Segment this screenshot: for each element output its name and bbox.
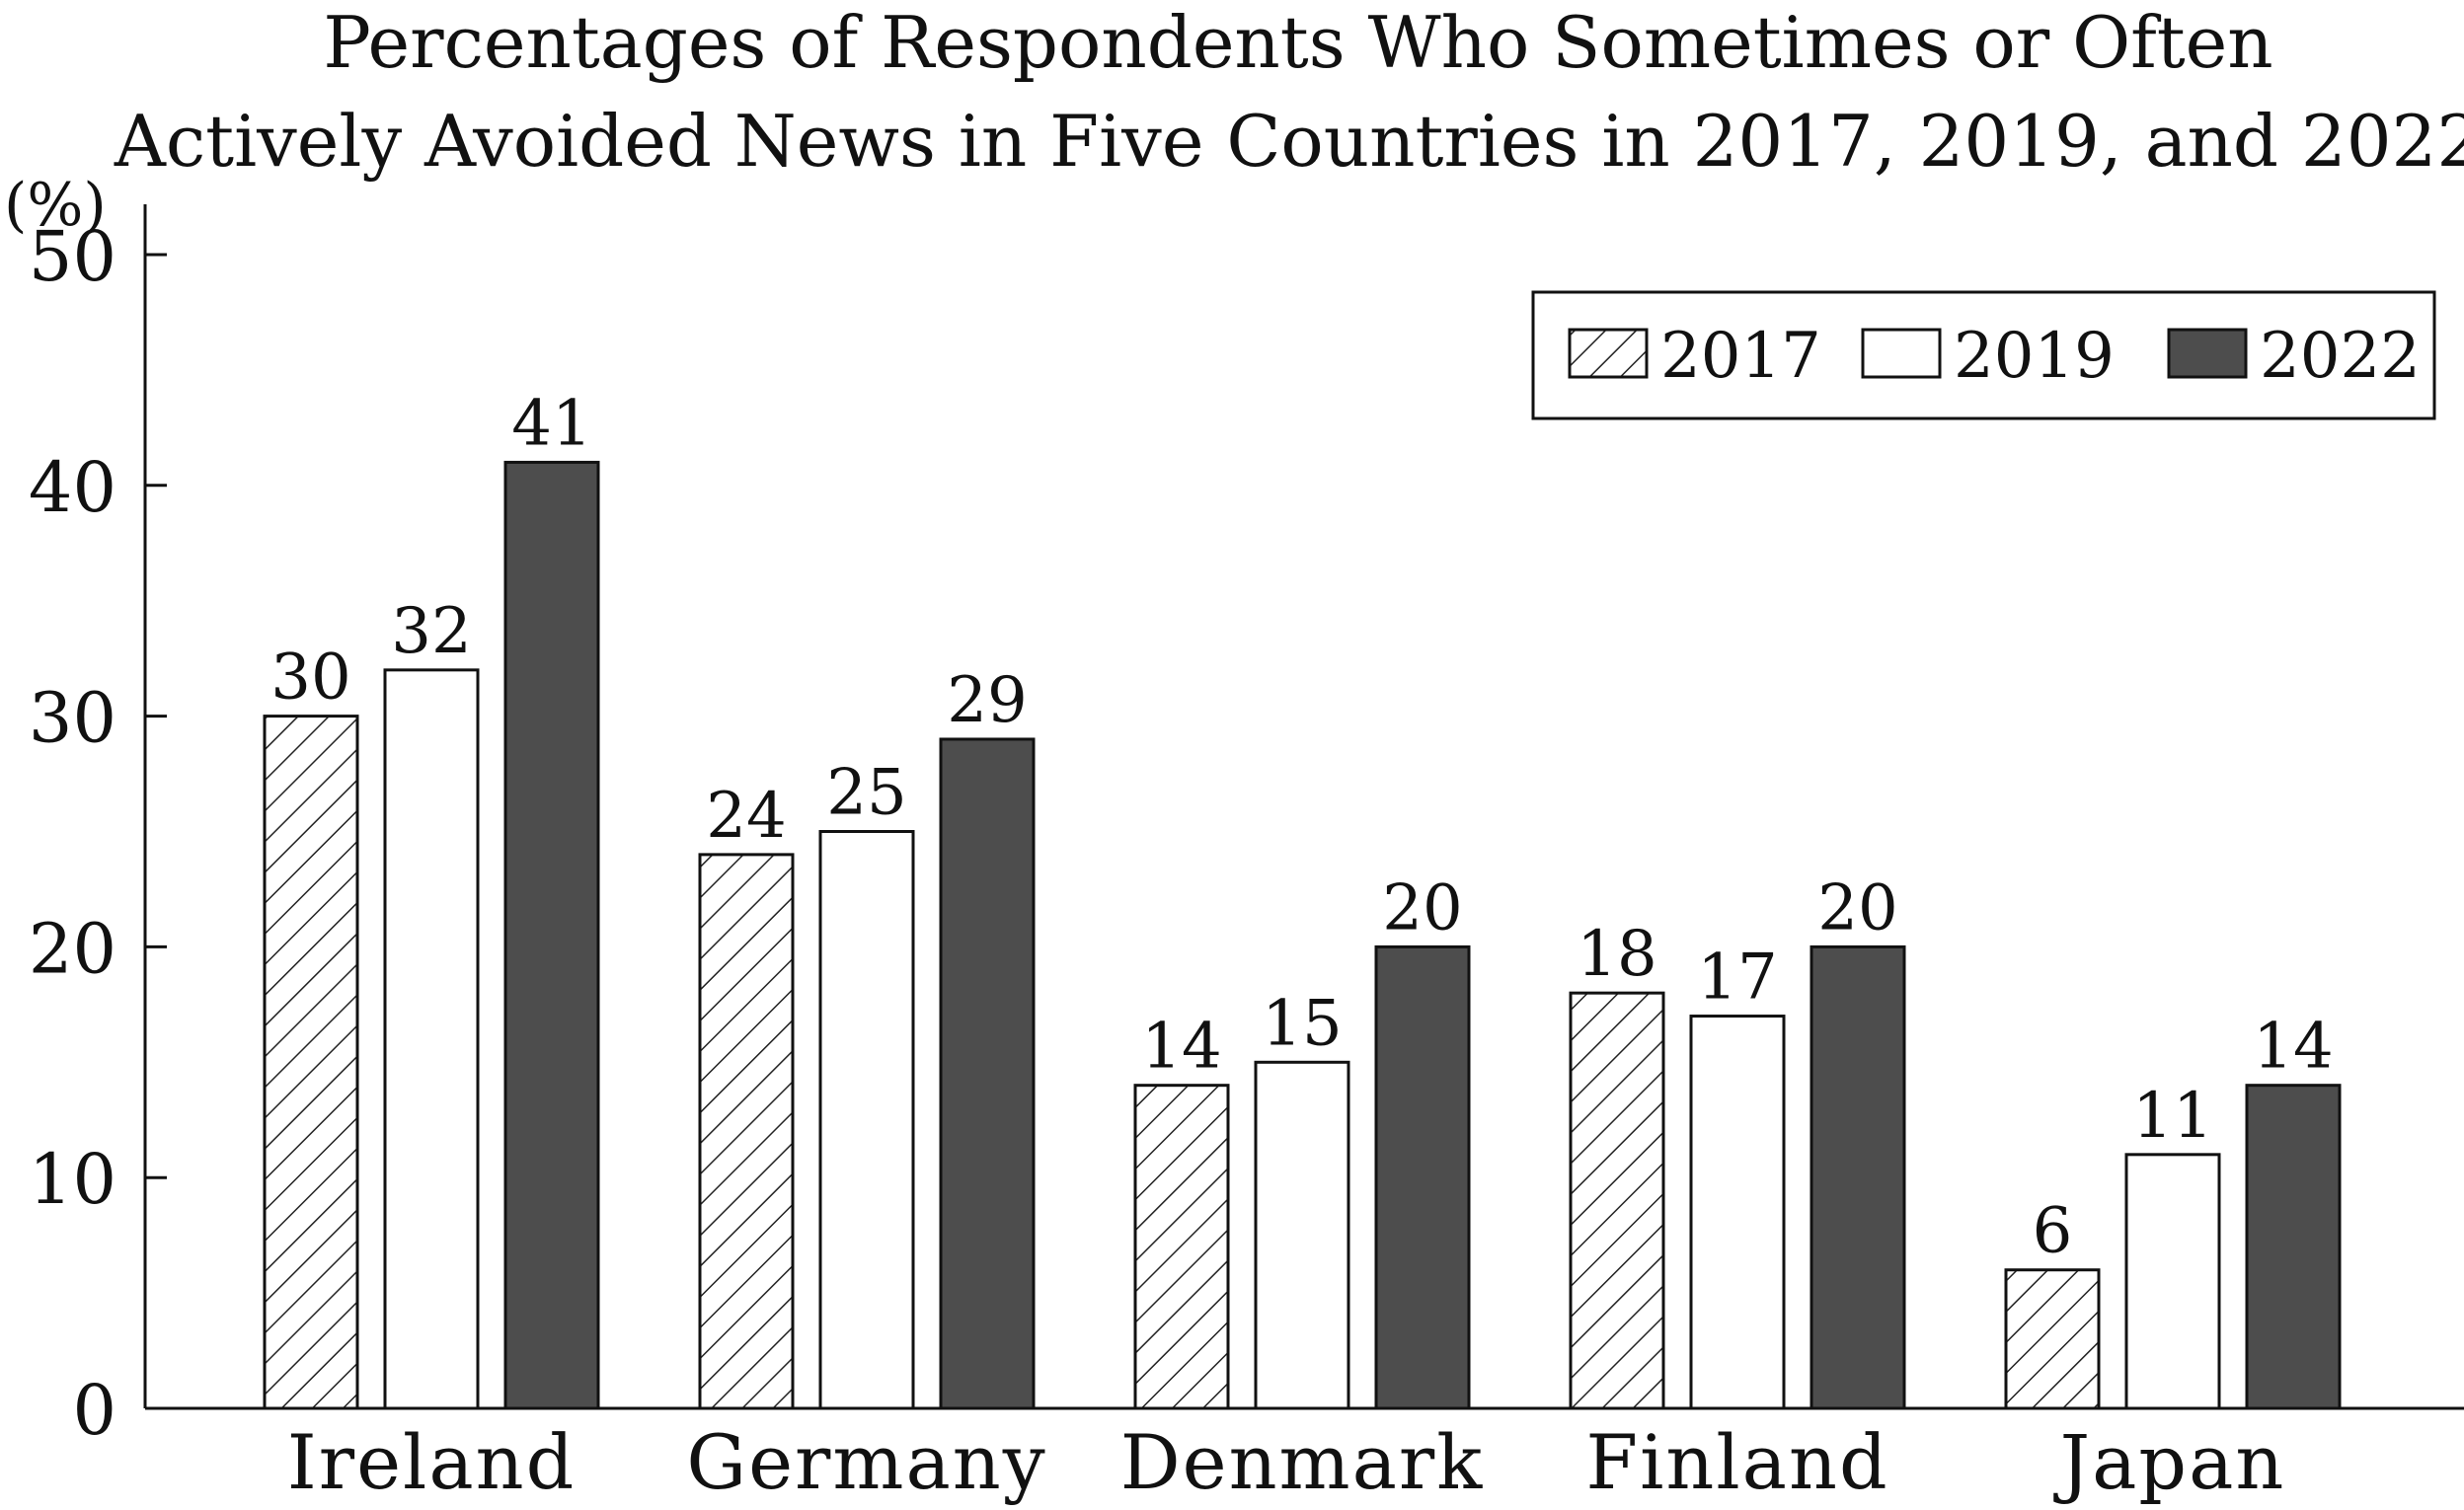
- x-category-label: Japan: [2053, 1418, 2286, 1506]
- legend-swatch-2022: [2167, 328, 2248, 379]
- value-label-japan-2017: 6: [2033, 1195, 2073, 1268]
- y-axis: 0 10 20 30 40 50: [29, 204, 167, 1451]
- y-tick-label: 40: [29, 447, 116, 528]
- legend: 2017 2019 2022: [1531, 290, 2436, 420]
- bar-denmark-2022: [1374, 944, 1471, 1410]
- legend-swatch-2017: [1568, 328, 1649, 379]
- value-label-finland-2019: 17: [1697, 942, 1777, 1015]
- value-label-germany-2017: 24: [706, 780, 786, 853]
- legend-frame: [1531, 290, 2436, 420]
- bar-finland-2022: [1810, 944, 1906, 1410]
- value-label-denmark-2022: 20: [1382, 871, 1462, 944]
- value-label-ireland-2019: 32: [391, 595, 471, 668]
- bar-ireland-2022: [503, 460, 600, 1410]
- value-label-germany-2022: 29: [947, 664, 1027, 737]
- bar-germany-2019: [818, 830, 915, 1410]
- value-labels: 30 32 41 24 25 29 14 15 20 18 17 20 6 11 14: [270, 387, 2333, 1267]
- value-label-ireland-2022: 41: [511, 387, 591, 460]
- x-category-label: Denmark: [1120, 1418, 1485, 1506]
- bar-germany-2017: [698, 853, 795, 1410]
- bars: [263, 460, 2342, 1410]
- x-axis: Ireland Germany Denmark Finland Japan: [145, 1406, 2464, 1506]
- bar-japan-2017: [2004, 1268, 2101, 1410]
- bar-ireland-2019: [383, 668, 480, 1410]
- y-tick-label: 0: [72, 1370, 116, 1451]
- x-category-label: Germany: [686, 1418, 1046, 1506]
- bar-ireland-2017: [263, 715, 359, 1410]
- value-label-japan-2022: 14: [2253, 1011, 2333, 1084]
- value-label-denmark-2017: 14: [1141, 1011, 1221, 1084]
- value-label-denmark-2019: 15: [1262, 987, 1342, 1060]
- value-label-ireland-2017: 30: [270, 642, 350, 715]
- y-tick-label: 30: [29, 678, 116, 759]
- legend-label-2019: 2019: [1954, 320, 2115, 393]
- chart-title-line-2: Actively Avoided News in Five Countries …: [114, 100, 2464, 183]
- bar-japan-2019: [2124, 1153, 2221, 1410]
- bar-germany-2022: [939, 737, 1036, 1410]
- value-label-finland-2022: 20: [1817, 871, 1897, 944]
- bar-denmark-2017: [1133, 1084, 1230, 1410]
- legend-label-2022: 2022: [2260, 320, 2421, 393]
- bar-finland-2019: [1689, 1015, 1786, 1410]
- x-category-label: Ireland: [287, 1418, 577, 1506]
- value-label-finland-2017: 18: [1577, 918, 1656, 991]
- x-category-label: Finland: [1585, 1418, 1888, 1506]
- value-label-japan-2019: 11: [2132, 1080, 2212, 1153]
- y-tick-label: 10: [29, 1139, 116, 1220]
- y-tick-label: 50: [29, 216, 116, 297]
- bar-denmark-2019: [1254, 1060, 1350, 1410]
- value-label-germany-2019: 25: [826, 757, 906, 830]
- y-axis-unit: (%): [4, 171, 107, 240]
- bar-finland-2017: [1569, 991, 1665, 1410]
- bar-japan-2022: [2245, 1084, 2342, 1410]
- legend-label-2017: 2017: [1660, 320, 1821, 393]
- chart-title-line-1: Percentages of Respondents Who Sometimes…: [323, 1, 2272, 84]
- y-tick-label: 20: [29, 908, 116, 989]
- legend-swatch-2019: [1861, 328, 1942, 379]
